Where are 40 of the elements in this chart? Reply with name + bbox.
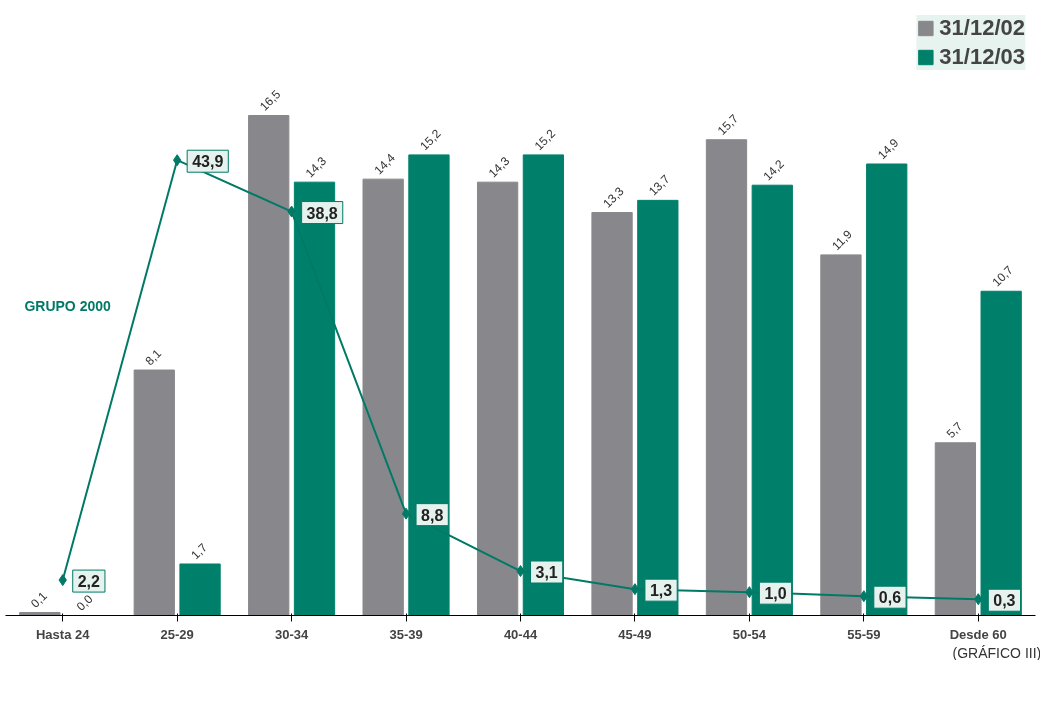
data-label: 8,8 [421, 506, 444, 524]
data-label: 0,0 [73, 591, 96, 614]
series-label: GRUPO 2000 [24, 298, 111, 315]
text: (GRÁFICO III) [952, 644, 1042, 661]
data-label: 0,6 [878, 589, 902, 607]
x-tick-label: 25-29 [160, 626, 194, 642]
x-tick-label: 45-49 [618, 626, 652, 642]
x-tick-label: 30-34 [274, 626, 310, 642]
data-label: 0,1 [28, 588, 50, 611]
legend-label: 31/12/03 [939, 44, 1025, 70]
data-label: 1,3 [649, 582, 673, 600]
data-label: 14,9 [874, 135, 902, 163]
bar [133, 369, 175, 616]
x-tick-label: 35-39 [389, 626, 423, 642]
data-label: 0,3 [993, 592, 1016, 610]
data-label: 5,7 [943, 418, 966, 441]
bar [591, 211, 633, 616]
bar [705, 139, 748, 616]
bar [820, 254, 862, 616]
bar [179, 563, 221, 616]
data-label: 2,2 [77, 573, 101, 591]
bar [362, 178, 404, 616]
data-label: 11,9 [829, 227, 856, 254]
x-tick-label: 55-59 [847, 626, 881, 642]
data-label: 15,2 [417, 126, 444, 154]
bar [934, 442, 977, 616]
x-tick-label: 40-44 [503, 626, 538, 642]
bar [476, 181, 519, 616]
data-label: 38,8 [306, 204, 338, 222]
point [401, 507, 411, 520]
x-tick-label: Hasta 24 [35, 626, 91, 642]
x-tick-label: Desde 60 [949, 626, 1007, 642]
data-label: 1,0 [764, 585, 787, 603]
data-label: 1,7 [188, 540, 211, 563]
data-label: 3,1 [535, 564, 558, 582]
x-tick-label: 50-54 [732, 626, 767, 642]
data-label: 43,9 [192, 153, 224, 171]
data-label: 8,1 [142, 346, 165, 369]
legend-label: 31/12/02 [939, 15, 1025, 41]
bar [248, 115, 290, 616]
